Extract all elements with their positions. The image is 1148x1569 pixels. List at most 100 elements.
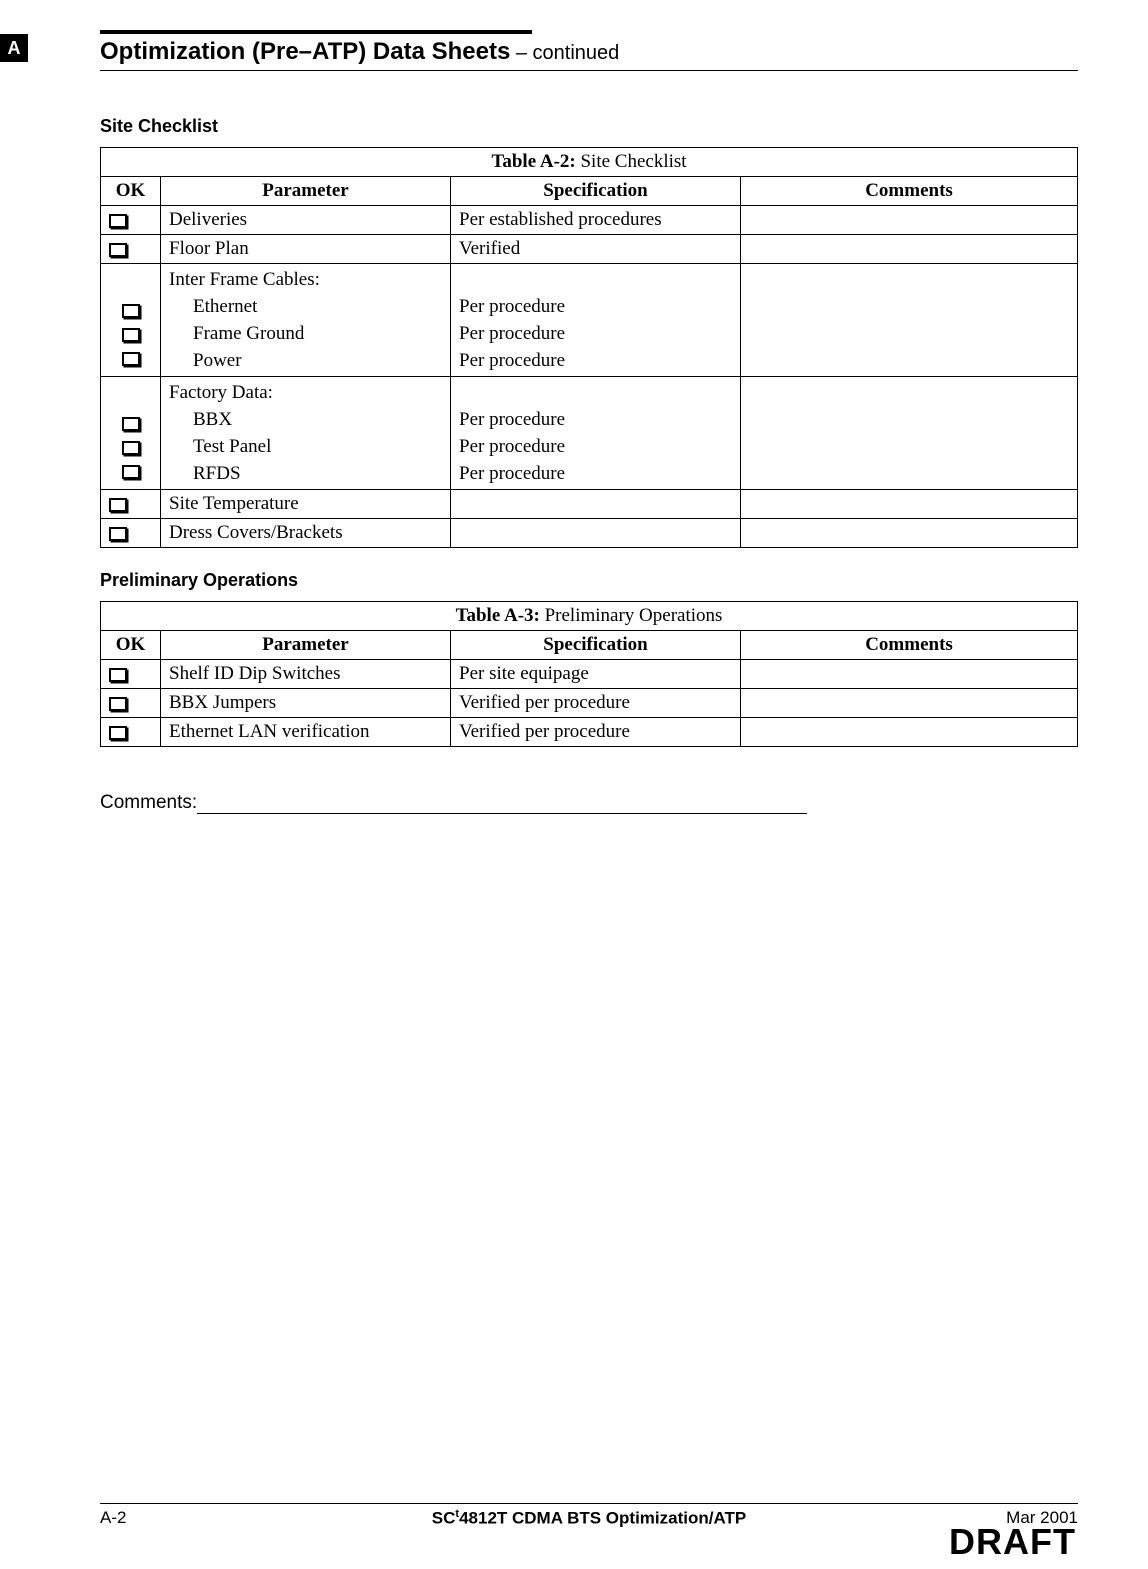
cell-parameter: Dress Covers/Brackets <box>161 519 451 548</box>
cell-ok <box>101 519 161 548</box>
cell-specification <box>451 490 741 519</box>
cell-parameter: BBX Jumpers <box>161 689 451 718</box>
cell-comments <box>741 264 1078 377</box>
table-row: BBX Jumpers Verified per procedure <box>101 689 1078 718</box>
cell-specification: Per procedure Per procedure Per procedur… <box>451 264 741 377</box>
cell-specification: Verified <box>451 235 741 264</box>
col-header-ok: OK <box>101 177 161 206</box>
table-row: Dress Covers/Brackets <box>101 519 1078 548</box>
col-header-comments: Comments <box>741 631 1078 660</box>
page-title-continued: – continued <box>510 42 619 64</box>
cell-comments <box>741 490 1078 519</box>
group-item: Power <box>169 347 442 374</box>
group-item: Frame Ground <box>169 320 442 347</box>
col-header-specification: Specification <box>451 177 741 206</box>
table-caption: Table A-3: Preliminary Operations <box>101 602 1078 631</box>
comments-field: Comments: <box>100 792 1078 814</box>
cell-parameter: Inter Frame Cables: Ethernet Frame Groun… <box>161 264 451 377</box>
cell-ok <box>101 235 161 264</box>
cell-parameter: Shelf ID Dip Switches <box>161 660 451 689</box>
page: A Optimization (Pre–ATP) Data Sheets – c… <box>0 0 1148 1569</box>
footer-rule <box>100 1503 1078 1504</box>
cell-parameter: Ethernet LAN verification <box>161 718 451 747</box>
comments-label: Comments: <box>100 792 197 813</box>
cell-ok <box>101 660 161 689</box>
group-spec: Per procedure <box>459 433 732 460</box>
checkbox-icon[interactable] <box>122 328 140 342</box>
checkbox-icon[interactable] <box>109 214 127 228</box>
footer-prefix: SC <box>432 1509 456 1528</box>
cell-comments <box>741 377 1078 490</box>
draft-watermark: DRAFT <box>949 1521 1076 1563</box>
table-row-group: Inter Frame Cables: Ethernet Frame Groun… <box>101 264 1078 377</box>
group-spec: Per procedure <box>459 406 732 433</box>
cell-ok <box>101 377 161 490</box>
page-title-row: Optimization (Pre–ATP) Data Sheets – con… <box>100 34 1078 71</box>
cell-ok <box>101 490 161 519</box>
page-title: Optimization (Pre–ATP) Data Sheets <box>100 38 510 65</box>
cell-specification: Per established procedures <box>451 206 741 235</box>
cell-parameter: Deliveries <box>161 206 451 235</box>
section-heading-preliminary-operations: Preliminary Operations <box>100 570 1078 591</box>
cell-specification <box>451 519 741 548</box>
col-header-parameter: Parameter <box>161 177 451 206</box>
col-header-specification: Specification <box>451 631 741 660</box>
table-row: Floor Plan Verified <box>101 235 1078 264</box>
cell-parameter: Site Temperature <box>161 490 451 519</box>
cell-ok <box>101 718 161 747</box>
cell-ok <box>101 264 161 377</box>
checkbox-icon[interactable] <box>122 304 140 318</box>
group-item: BBX <box>169 406 442 433</box>
group-label: Inter Frame Cables: <box>169 266 442 293</box>
cell-specification: Per site equipage <box>451 660 741 689</box>
content-area: Site Checklist Table A-2: Site Checklist… <box>100 116 1078 814</box>
table-row-group: Factory Data: BBX Test Panel RFDS Per pr… <box>101 377 1078 490</box>
col-header-comments: Comments <box>741 177 1078 206</box>
appendix-tab: A <box>0 34 28 62</box>
cell-specification: Verified per procedure <box>451 718 741 747</box>
cell-comments <box>741 689 1078 718</box>
cell-parameter: Factory Data: BBX Test Panel RFDS <box>161 377 451 490</box>
checkbox-icon[interactable] <box>109 243 127 257</box>
cell-comments <box>741 660 1078 689</box>
checkbox-icon[interactable] <box>122 417 140 431</box>
table-preliminary-operations: Table A-3: Preliminary Operations OK Par… <box>100 601 1078 747</box>
footer-doc-title: SCt4812T CDMA BTS Optimization/ATP <box>220 1508 958 1529</box>
cell-ok <box>101 689 161 718</box>
group-item: Ethernet <box>169 293 442 320</box>
cell-specification: Verified per procedure <box>451 689 741 718</box>
caption-rest: Site Checklist <box>576 151 687 172</box>
table-row: Ethernet LAN verification Verified per p… <box>101 718 1078 747</box>
comments-underline[interactable] <box>197 800 807 814</box>
table-caption: Table A-2: Site Checklist <box>101 148 1078 177</box>
table-site-checklist: Table A-2: Site Checklist OK Parameter S… <box>100 147 1078 548</box>
table-row: Site Temperature <box>101 490 1078 519</box>
col-header-ok: OK <box>101 631 161 660</box>
checkbox-icon[interactable] <box>122 441 140 455</box>
checkbox-icon[interactable] <box>109 498 127 512</box>
group-spec: Per procedure <box>459 293 732 320</box>
group-label: Factory Data: <box>169 379 442 406</box>
cell-parameter: Floor Plan <box>161 235 451 264</box>
cell-comments <box>741 519 1078 548</box>
cell-comments <box>741 235 1078 264</box>
group-spec: Per procedure <box>459 347 732 374</box>
checkbox-icon[interactable] <box>109 726 127 740</box>
group-item: Test Panel <box>169 433 442 460</box>
checkbox-icon[interactable] <box>122 465 140 479</box>
cell-comments <box>741 206 1078 235</box>
group-spec: Per procedure <box>459 320 732 347</box>
footer-suffix: 4812T CDMA BTS Optimization/ATP <box>459 1509 746 1528</box>
group-spec: Per procedure <box>459 460 732 487</box>
checkbox-icon[interactable] <box>109 527 127 541</box>
checkbox-icon[interactable] <box>109 697 127 711</box>
caption-bold: Table A-3: <box>456 605 540 626</box>
page-footer: A-2 SCt4812T CDMA BTS Optimization/ATP M… <box>100 1503 1078 1529</box>
caption-bold: Table A-2: <box>491 151 575 172</box>
checkbox-icon[interactable] <box>109 668 127 682</box>
col-header-parameter: Parameter <box>161 631 451 660</box>
section-heading-site-checklist: Site Checklist <box>100 116 1078 137</box>
table-row: Deliveries Per established procedures <box>101 206 1078 235</box>
checkbox-icon[interactable] <box>122 352 140 366</box>
caption-rest: Preliminary Operations <box>540 605 723 626</box>
